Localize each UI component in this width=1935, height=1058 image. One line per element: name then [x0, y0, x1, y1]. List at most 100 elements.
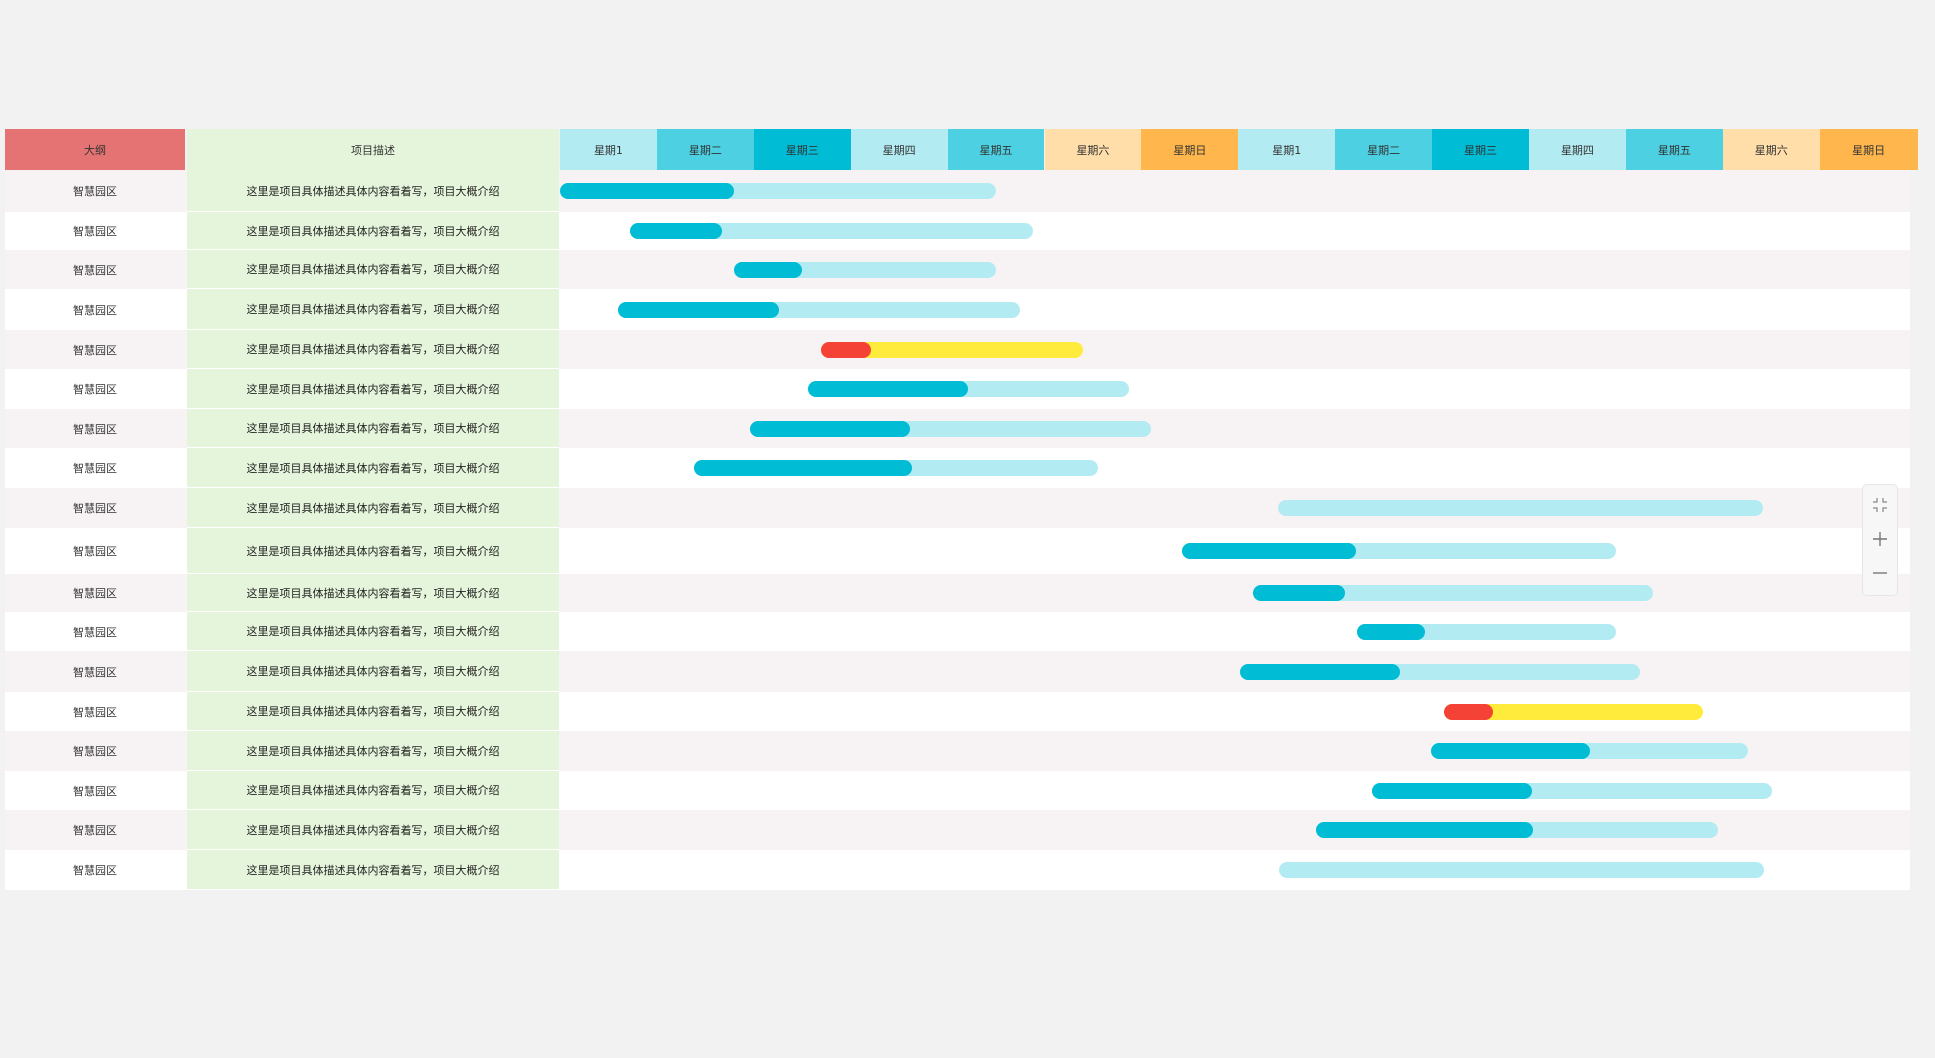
day-header: 星期四: [1529, 129, 1626, 170]
fit-screen-icon[interactable]: [1863, 489, 1897, 521]
task-bar[interactable]: [1278, 500, 1764, 516]
description-cell: 这里是项目具体描述具体内容看着写，项目大概介绍: [187, 212, 559, 250]
day-header: 星期二: [656, 129, 754, 170]
outline-cell: 智慧园区: [73, 225, 117, 238]
outline-cell: 智慧园区: [73, 784, 117, 798]
outline-cell: 智慧园区: [73, 502, 117, 515]
task-bar[interactable]: [808, 381, 1129, 397]
day-header: 星期1: [560, 129, 657, 170]
description-cell: 这里是项目具体描述具体内容看着写，项目大概介绍: [187, 574, 559, 612]
task-progress-fill: [1372, 783, 1533, 799]
task-progress-fill: [1315, 822, 1533, 838]
description-cell: 这里是项目具体描述具体内容看着写，项目大概介绍: [187, 731, 559, 771]
description-cell: 这里是项目具体描述具体内容看着写，项目大概介绍: [187, 448, 559, 488]
task-bar[interactable]: [1443, 704, 1704, 720]
day-header: 星期五: [947, 129, 1045, 170]
description-cell: 这里是项目具体描述具体内容看着写，项目大概介绍: [187, 612, 559, 651]
description-cell: 这里是项目具体描述具体内容看着写，项目大概介绍: [187, 330, 559, 369]
outline-cell: 智慧园区: [73, 864, 117, 877]
description-cell: 这里是项目具体描述具体内容看着写，项目大概介绍: [187, 528, 559, 574]
task-progress-fill: [749, 421, 911, 437]
task-bar[interactable]: [820, 342, 1084, 358]
task-progress-fill: [693, 460, 912, 476]
task-bar[interactable]: [618, 302, 1021, 318]
table-row: 智慧园区 这里是项目具体描述具体内容看着写，项目大概介绍: [5, 369, 1910, 409]
outline-cell: 智慧园区: [73, 422, 117, 436]
minus-icon[interactable]: [1863, 557, 1897, 589]
table-row: 智慧园区 这里是项目具体描述具体内容看着写，项目大概介绍: [5, 528, 1910, 574]
task-bar[interactable]: [749, 421, 1152, 437]
table-row: 智慧园区 这里是项目具体描述具体内容看着写，项目大概介绍: [5, 651, 1910, 692]
outline-cell: 智慧园区: [73, 745, 117, 758]
task-bar[interactable]: [1357, 624, 1617, 640]
task-bar[interactable]: [1182, 543, 1617, 559]
task-progress-fill: [1182, 543, 1356, 559]
outline-cell: 智慧园区: [73, 705, 117, 719]
task-progress-fill: [1252, 585, 1345, 601]
gantt-board: 大纲 项目描述 星期1 星期二 星期三 星期四 星期五 星期六 星期日 星期1 星期二 星期三 星期…: [5, 129, 1918, 900]
task-bar[interactable]: [693, 460, 1098, 476]
outline-cell: 智慧园区: [73, 383, 117, 396]
description-cell: 这里是项目具体描述具体内容看着写，项目大概介绍: [187, 488, 559, 528]
task-bar[interactable]: [629, 223, 1033, 239]
day-header: 星期三: [753, 129, 851, 170]
day-header: 星期六: [1044, 129, 1142, 170]
task-bar[interactable]: [734, 262, 997, 278]
day-header: 星期二: [1335, 129, 1433, 170]
task-bar[interactable]: [1315, 822, 1718, 838]
task-progress-fill: [1240, 664, 1401, 680]
description-cell: 这里是项目具体描述具体内容看着写，项目大概介绍: [187, 651, 559, 692]
task-progress-fill: [734, 262, 803, 278]
outline-cell: 智慧园区: [73, 625, 117, 639]
task-progress-fill: [808, 381, 969, 397]
outline-header: 大纲: [5, 129, 185, 170]
day-header: 星期三: [1432, 129, 1529, 170]
task-progress-fill: [1431, 743, 1590, 759]
day-header: 星期四: [850, 129, 948, 170]
task-progress-fill: [629, 223, 723, 239]
outline-cell: 智慧园区: [73, 587, 117, 600]
day-header: 星期日: [1819, 129, 1918, 170]
table-row: 智慧园区 这里是项目具体描述具体内容看着写，项目大概介绍: [5, 330, 1910, 369]
task-bar[interactable]: [1252, 585, 1654, 601]
task-bar[interactable]: [1372, 783, 1773, 799]
table-row: 智慧园区 这里是项目具体描述具体内容看着写，项目大概介绍: [5, 771, 1910, 810]
description-cell: 这里是项目具体描述具体内容看着写，项目大概介绍: [187, 771, 559, 810]
task-bar[interactable]: [560, 183, 997, 199]
description-cell: 这里是项目具体描述具体内容看着写，项目大概介绍: [187, 692, 559, 731]
table-row: 智慧园区 这里是项目具体描述具体内容看着写，项目大概介绍: [5, 170, 1910, 212]
description-cell: 这里是项目具体描述具体内容看着写，项目大概介绍: [187, 369, 559, 409]
task-bar[interactable]: [1240, 664, 1641, 680]
outline-cell: 智慧园区: [73, 343, 117, 357]
description-cell: 这里是项目具体描述具体内容看着写，项目大概介绍: [187, 289, 559, 330]
description-cell: 这里是项目具体描述具体内容看着写，项目大概介绍: [187, 170, 559, 212]
task-bar[interactable]: [1278, 862, 1765, 878]
table-row: 智慧园区 这里是项目具体描述具体内容看着写，项目大概介绍: [5, 574, 1910, 612]
day-header: 星期1: [1238, 129, 1336, 170]
table-row: 智慧园区 这里是项目具体描述具体内容看着写，项目大概介绍: [5, 250, 1910, 289]
outline-cell: 智慧园区: [73, 185, 117, 198]
day-header: 星期五: [1625, 129, 1723, 170]
zoom-controls: [1862, 484, 1898, 596]
table-row: 智慧园区 这里是项目具体描述具体内容看着写，项目大概介绍: [5, 850, 1910, 890]
outline-cell: 智慧园区: [73, 263, 117, 277]
table-row: 智慧园区 这里是项目具体描述具体内容看着写，项目大概介绍: [5, 692, 1910, 731]
task-progress-fill: [820, 342, 871, 358]
description-cell: 这里是项目具体描述具体内容看着写，项目大概介绍: [187, 250, 559, 289]
table-row: 智慧园区 这里是项目具体描述具体内容看着写，项目大概介绍: [5, 212, 1910, 250]
day-header: 星期六: [1722, 129, 1820, 170]
task-bar[interactable]: [1431, 743, 1748, 759]
table-row: 智慧园区 这里是项目具体描述具体内容看着写，项目大概介绍: [5, 731, 1910, 771]
description-cell: 这里是项目具体描述具体内容看着写，项目大概介绍: [187, 850, 559, 890]
description-cell: 这里是项目具体描述具体内容看着写，项目大概介绍: [187, 409, 559, 448]
plus-icon[interactable]: [1863, 523, 1897, 555]
description-cell: 这里是项目具体描述具体内容看着写，项目大概介绍: [187, 810, 559, 850]
outline-cell: 智慧园区: [73, 665, 117, 679]
description-header: 项目描述: [187, 129, 559, 170]
table-row: 智慧园区 这里是项目具体描述具体内容看着写，项目大概介绍: [5, 448, 1910, 488]
day-header: 星期日: [1141, 129, 1239, 170]
table-row: 智慧园区 这里是项目具体描述具体内容看着写，项目大概介绍: [5, 488, 1910, 528]
task-progress-fill: [1357, 624, 1425, 640]
outline-cell: 智慧园区: [73, 545, 117, 558]
table-row: 智慧园区 这里是项目具体描述具体内容看着写，项目大概介绍: [5, 612, 1910, 651]
